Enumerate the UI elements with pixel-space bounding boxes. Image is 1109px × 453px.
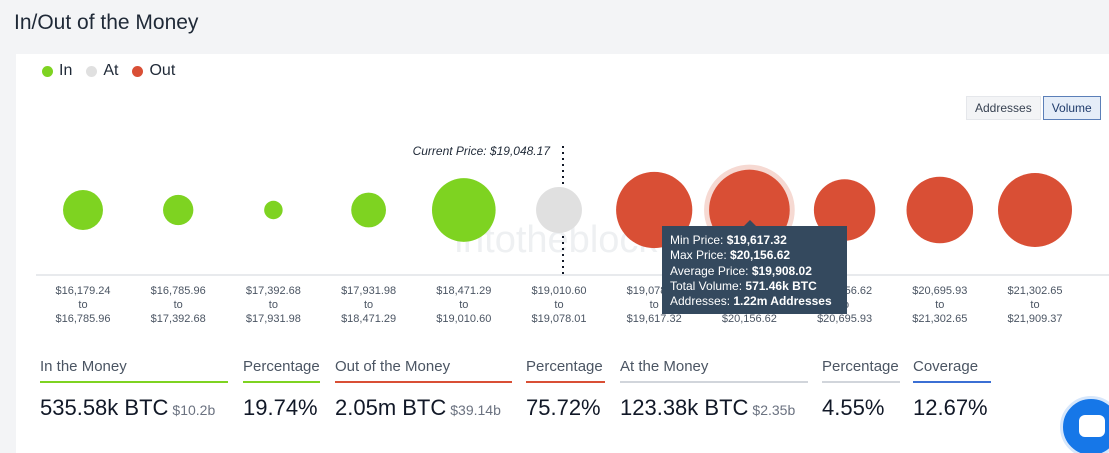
bubble-in[interactable] — [264, 200, 283, 220]
tick-label: $20,695.93 — [912, 285, 967, 297]
stat-label: Percentage — [526, 358, 605, 383]
legend-item-out[interactable]: Out — [132, 62, 175, 80]
tick-label: $17,392.68 — [151, 313, 206, 325]
stat-value: 19.74% — [243, 395, 318, 420]
legend-label-at: At — [103, 62, 119, 79]
stat-sub: $39.14b — [450, 402, 501, 418]
stat-in-percentage: Percentage 19.74% — [243, 358, 320, 421]
tick-label: $17,931.98 — [246, 313, 301, 325]
stat-label: In the Money — [40, 358, 228, 383]
tick-label-connector: to — [174, 299, 183, 311]
tick-label: $19,078.01 — [531, 313, 586, 325]
stat-in-the-money: In the Money 535.58k BTC $10.2b — [40, 358, 228, 421]
bubble-in[interactable] — [351, 192, 386, 228]
tick-label: $19,010.60 — [531, 285, 586, 297]
tick-labels: $16,179.24 to $16,785.96 $16,785.96 to $17,39… — [55, 285, 1062, 325]
stat-coverage: Coverage 12.67% — [913, 358, 991, 421]
stat-at-percentage: Percentage 4.55% — [822, 358, 900, 421]
tick-label: $17,931.98 — [341, 285, 396, 297]
tick-label-connector: to — [650, 299, 659, 311]
bubble-chart: intotheblock Current Price: $19,048.17 $… — [36, 144, 1109, 325]
tooltip-avg-price: Average Price: $19,908.02 — [670, 263, 812, 278]
tick-label: $21,909.37 — [1007, 313, 1062, 325]
stat-value: 75.72% — [526, 395, 601, 420]
tooltip-min-price: Min Price: $19,617.32 — [670, 233, 787, 247]
chat-bubble-icon — [1079, 415, 1105, 437]
tick-label: $16,785.96 — [55, 313, 110, 325]
stat-out-percentage: Percentage 75.72% — [526, 358, 605, 421]
bubble-in[interactable] — [431, 178, 496, 242]
stat-out-of-the-money: Out of the Money 2.05m BTC $39.14b — [335, 358, 512, 421]
tooltip-max-price: Max Price: $20,156.62 — [670, 248, 791, 263]
tick-label-connector: to — [269, 299, 278, 311]
stat-value: 123.38k BTC $2.35b — [620, 395, 796, 420]
tick-label-connector: to — [364, 299, 373, 311]
stat-value: 12.67% — [913, 395, 988, 420]
tick-label: $21,302.65 — [912, 313, 967, 325]
tick-label: $20,156.62 — [722, 313, 777, 325]
bubble-out[interactable] — [906, 176, 974, 244]
legend-dot-in — [42, 65, 53, 77]
volume-button[interactable]: Volume — [1042, 96, 1101, 120]
stat-at-the-money: At the Money 123.38k BTC $2.35b — [620, 358, 808, 421]
bubble-out[interactable] — [998, 173, 1072, 247]
page-title: In/Out of the Money — [14, 11, 199, 34]
legend-label-out: Out — [149, 62, 176, 79]
bubble-at[interactable] — [536, 187, 582, 233]
legend-item-in[interactable]: In — [42, 62, 72, 80]
bubble-out[interactable] — [813, 179, 876, 241]
stat-label: Percentage — [822, 358, 900, 383]
tick-label: $20,695.93 — [817, 313, 872, 325]
stat-value: 535.58k BTC $10.2b — [40, 395, 216, 420]
tick-label: $19,010.60 — [436, 313, 491, 325]
chat-button[interactable] — [1060, 396, 1109, 453]
tooltip-addresses: Addresses: 1.22m Addresses — [670, 294, 832, 309]
tooltip-volume: Total Volume: 571.46k BTC — [670, 278, 817, 293]
legend-item-at[interactable]: At — [86, 62, 118, 80]
legend-label-in: In — [59, 62, 73, 79]
tooltip: Min Price: $19,617.32 Max Price: $20,156… — [662, 220, 847, 314]
tick-label-connector: to — [1030, 299, 1039, 311]
stat-label: At the Money — [620, 358, 808, 383]
stat-sub: $2.35b — [752, 402, 796, 418]
tick-label: $17,392.68 — [246, 285, 301, 297]
tick-label: $21,302.65 — [1007, 285, 1062, 297]
tick-label-connector: to — [554, 299, 563, 311]
tick-label: $19,617.32 — [627, 313, 682, 325]
bubble-in[interactable] — [63, 190, 103, 230]
tick-label-connector: to — [78, 299, 87, 311]
tick-label-connector: to — [459, 299, 468, 311]
stat-label: Coverage — [913, 358, 991, 383]
stat-value: 2.05m BTC $39.14b — [335, 395, 501, 420]
stat-sub: $10.2b — [172, 402, 216, 418]
stats-row: In the Money 535.58k BTC $10.2b Percentag… — [16, 358, 1109, 428]
legend: In At Out — [42, 62, 175, 80]
current-price-label: Current Price: $19,048.17 — [413, 144, 552, 158]
legend-dot-at — [86, 65, 98, 77]
addresses-button[interactable]: Addresses — [966, 96, 1041, 120]
tick-label: $16,179.24 — [55, 285, 110, 297]
bubble-in[interactable] — [163, 194, 194, 226]
stat-value: 4.55% — [822, 395, 885, 420]
stat-label: Percentage — [243, 358, 320, 383]
stat-label: Out of the Money — [335, 358, 512, 383]
legend-dot-out — [132, 65, 144, 77]
tick-label: $16,785.96 — [151, 285, 206, 297]
tick-label: $18,471.29 — [436, 285, 491, 297]
chart-panel: In At Out Addresses Volume intotheblock … — [16, 54, 1109, 453]
tick-label: $18,471.29 — [341, 313, 396, 325]
tick-label-connector: to — [935, 299, 944, 311]
metric-toggle: Addresses Volume — [966, 96, 1101, 120]
